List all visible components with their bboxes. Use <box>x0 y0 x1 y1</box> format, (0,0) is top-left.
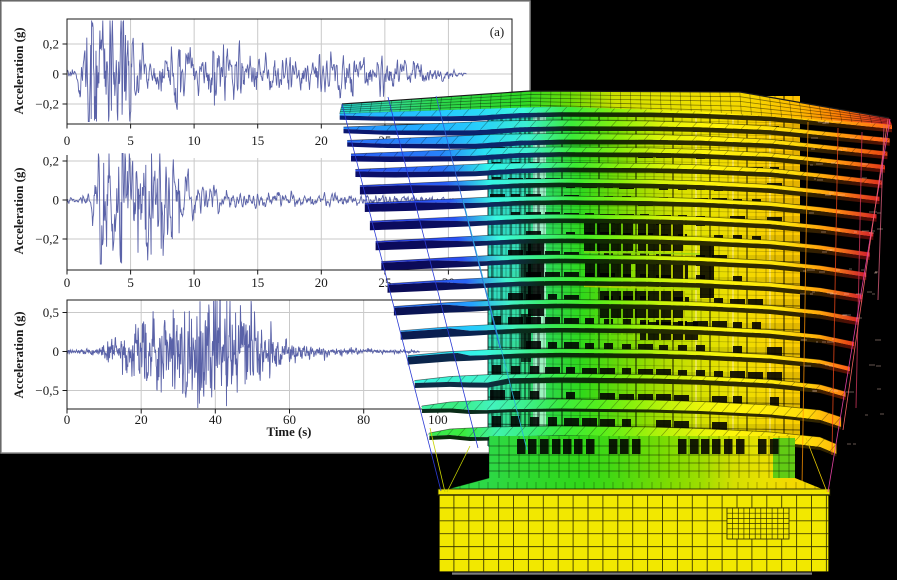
svg-text:0,2: 0,2 <box>43 37 59 52</box>
svg-text:15: 15 <box>251 133 264 148</box>
svg-text:Acceleration (g): Acceleration (g) <box>12 27 26 114</box>
svg-text:15: 15 <box>251 275 264 290</box>
svg-text:40: 40 <box>209 412 222 427</box>
svg-text:5: 5 <box>127 275 134 290</box>
svg-text:10: 10 <box>188 275 201 290</box>
svg-text:20: 20 <box>315 133 328 148</box>
svg-text:Acceleration (g): Acceleration (g) <box>12 167 26 254</box>
svg-text:0: 0 <box>64 275 71 290</box>
svg-text:100: 100 <box>428 412 448 427</box>
svg-text:Time (s): Time (s) <box>267 425 312 439</box>
svg-text:−0,5: −0,5 <box>35 383 59 398</box>
svg-text:60: 60 <box>283 412 296 427</box>
svg-text:−0,2: −0,2 <box>35 232 59 247</box>
svg-text:5: 5 <box>127 133 134 148</box>
svg-text:0: 0 <box>53 344 60 359</box>
svg-text:20: 20 <box>315 275 328 290</box>
svg-text:0: 0 <box>64 412 71 427</box>
svg-text:0: 0 <box>53 193 60 208</box>
svg-text:0: 0 <box>53 67 60 82</box>
svg-text:0,5: 0,5 <box>43 305 59 320</box>
svg-text:0,2: 0,2 <box>43 154 59 169</box>
svg-text:(a): (a) <box>490 24 504 39</box>
svg-text:0: 0 <box>64 133 71 148</box>
svg-text:−0,2: −0,2 <box>35 97 59 112</box>
svg-text:10: 10 <box>188 133 201 148</box>
svg-text:20: 20 <box>135 412 148 427</box>
svg-text:80: 80 <box>357 412 370 427</box>
svg-text:Acceleration (g): Acceleration (g) <box>12 311 26 398</box>
